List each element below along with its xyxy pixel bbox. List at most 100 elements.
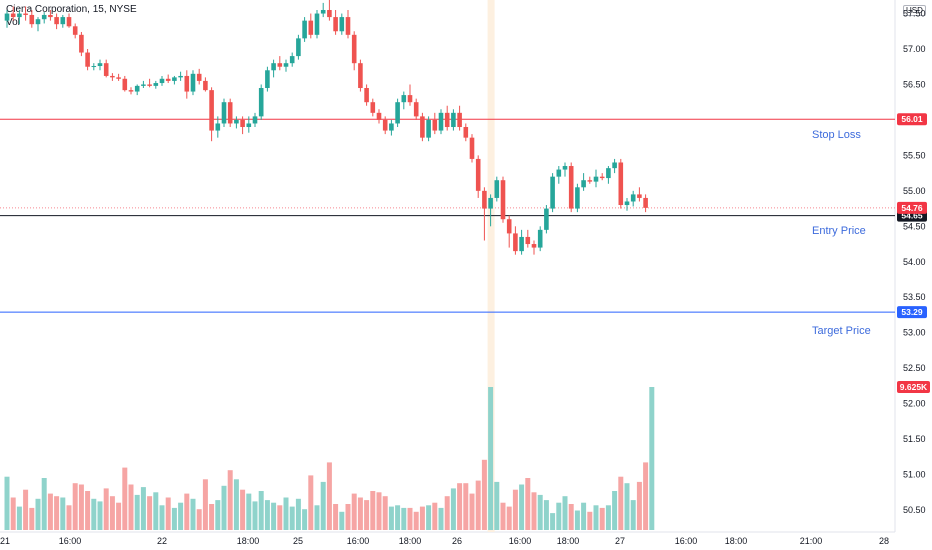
candle-body xyxy=(382,119,388,131)
volume-bar xyxy=(593,505,599,530)
volume-bar xyxy=(85,491,91,530)
volume-bar xyxy=(60,497,66,530)
level-1-tag-label: 54.65 xyxy=(901,211,923,221)
candle-body xyxy=(544,208,549,230)
candle-body xyxy=(79,34,84,53)
y-tick-label: 56.50 xyxy=(903,79,926,89)
entry-price-label: Entry Price xyxy=(812,225,866,237)
candle-body xyxy=(141,84,146,86)
candle-body xyxy=(240,119,245,128)
volume-bar xyxy=(357,497,363,530)
candle-body xyxy=(463,127,469,138)
volume-bar xyxy=(612,491,618,530)
volume-bar xyxy=(10,497,16,530)
candle-body xyxy=(426,119,431,138)
candle-body xyxy=(48,14,53,18)
candle-body xyxy=(23,13,28,15)
candle-body xyxy=(271,63,276,71)
volume-bar xyxy=(438,507,444,530)
candle-body xyxy=(333,17,338,32)
volume-bar xyxy=(531,492,537,530)
volume-bar xyxy=(574,510,580,530)
candle-body xyxy=(612,162,617,169)
candle-body xyxy=(60,17,66,25)
volume-legend: Vol xyxy=(6,17,20,28)
volume-bar xyxy=(221,485,227,530)
candle-body xyxy=(606,168,611,179)
volume-bar xyxy=(488,387,494,530)
volume-bar xyxy=(581,502,587,530)
volume-bar xyxy=(72,483,78,530)
candle-body xyxy=(432,119,438,131)
x-tick-label: 16:00 xyxy=(509,536,532,546)
x-tick-label: 16:00 xyxy=(675,536,698,546)
candle-body xyxy=(203,80,208,91)
volume-bar xyxy=(202,479,208,530)
volume-bar xyxy=(599,507,605,530)
candle-body xyxy=(283,63,289,67)
y-tick-label: 54.50 xyxy=(903,221,926,231)
volume-bar xyxy=(345,504,351,530)
volume-bar xyxy=(537,494,543,530)
volume-bar xyxy=(116,502,122,530)
candle-body xyxy=(302,20,307,39)
candle-body xyxy=(513,233,518,252)
volume-bar xyxy=(550,513,556,530)
volume-bar xyxy=(339,511,345,530)
level-0-tag xyxy=(897,113,927,126)
candle-body xyxy=(4,13,10,21)
volume-bar xyxy=(66,505,72,530)
volume-bar xyxy=(147,496,153,530)
volume-bar xyxy=(302,509,308,530)
candle-body xyxy=(97,63,103,67)
candle-body xyxy=(339,17,345,32)
candle-body xyxy=(599,176,605,179)
volume-bar xyxy=(97,501,103,530)
volume-bar xyxy=(395,505,401,530)
x-tick-label: 18:00 xyxy=(237,536,260,546)
volume-bar xyxy=(370,491,376,530)
candle-body xyxy=(134,85,140,92)
volume-bar xyxy=(320,481,326,530)
volume-bar xyxy=(184,493,190,530)
candle-body xyxy=(10,13,16,18)
y-tick-label: 57.00 xyxy=(903,44,926,54)
volume-bar xyxy=(605,505,611,530)
volume-bar xyxy=(568,504,574,530)
candle-body xyxy=(407,95,413,103)
candle-body xyxy=(66,17,72,27)
volume-bar xyxy=(159,505,165,530)
volume-bar xyxy=(401,507,407,530)
volume-bar xyxy=(587,511,593,530)
volume-bar xyxy=(426,505,432,530)
volume-bar xyxy=(29,507,35,530)
volume-bar xyxy=(494,481,500,530)
candle-body xyxy=(209,90,214,131)
candle-body xyxy=(17,13,22,18)
candle-body xyxy=(296,38,301,57)
candle-body xyxy=(122,78,128,91)
volume-bar xyxy=(23,489,29,530)
volume-bar xyxy=(364,500,370,530)
candle-body xyxy=(246,123,252,128)
volume-bar xyxy=(556,502,562,530)
candle-body xyxy=(618,162,624,206)
volume-bar xyxy=(165,497,171,530)
candle-body xyxy=(444,112,450,128)
candle-body xyxy=(581,180,586,188)
candle-body xyxy=(252,116,258,124)
level-0-tag-label: 56.01 xyxy=(901,114,923,124)
x-tick-label: 27 xyxy=(615,536,625,546)
candle-body xyxy=(72,26,78,35)
volume-bar xyxy=(240,489,246,530)
x-tick-label: 21 xyxy=(0,536,10,546)
candle-body xyxy=(587,180,593,182)
volume-bar xyxy=(209,504,215,530)
volume-bar xyxy=(227,470,233,530)
volume-bar xyxy=(543,500,549,530)
volume-bar xyxy=(562,496,568,530)
volume-bar xyxy=(178,502,184,530)
volume-bar xyxy=(54,496,60,530)
currency-button[interactable]: USD xyxy=(903,5,926,16)
